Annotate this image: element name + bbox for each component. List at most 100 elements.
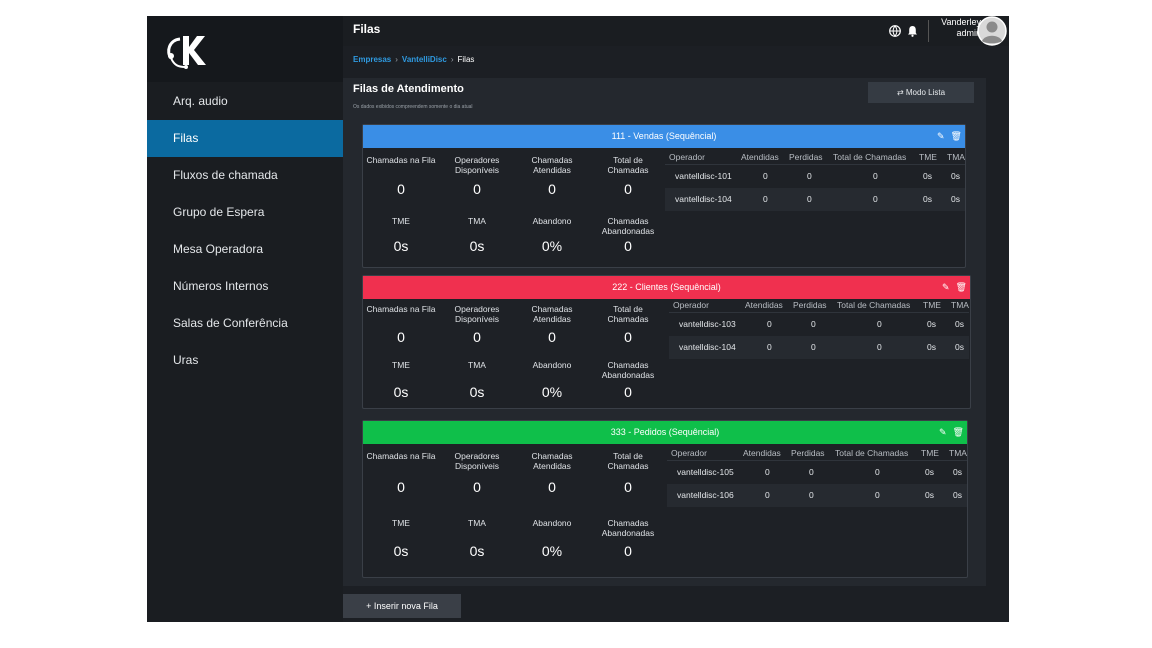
stat-value-answered: 0 xyxy=(548,329,556,345)
cell-total: 0 xyxy=(877,342,882,352)
cell-tma: 0s xyxy=(955,319,964,329)
cell-name: vantelldisc-104 xyxy=(675,194,732,204)
sidebar-item-fluxos[interactable]: Fluxos de chamada xyxy=(173,168,278,182)
cell-tma: 0s xyxy=(955,342,964,352)
table-row[interactable]: vantelldisc-103 0 0 0 0s 0s xyxy=(669,313,969,336)
cell-name: vantelldisc-105 xyxy=(677,467,734,477)
edit-icon[interactable]: ✎ xyxy=(937,131,945,141)
cell-perdidas: 0 xyxy=(809,490,814,500)
stat-value-tme: 0s xyxy=(393,543,409,559)
table-row[interactable]: vantelldisc-104 0 0 0 0s 0s xyxy=(665,188,965,211)
column-header: TMA xyxy=(951,300,969,310)
table-row[interactable]: vantelldisc-101 0 0 0 0s 0s xyxy=(665,165,965,188)
column-header: TMA xyxy=(949,448,967,458)
queue-actions: ✎ 🗑 xyxy=(936,276,967,299)
edit-icon[interactable]: ✎ xyxy=(942,282,950,292)
queue-title: 111 - Vendas (Sequêncial) xyxy=(611,131,717,141)
stat-value-total: 0 xyxy=(624,329,632,345)
cell-total: 0 xyxy=(873,194,878,204)
stat-value-tme: 0s xyxy=(393,384,409,400)
operator-table: Operador Atendidas Perdidas Total de Chamad… xyxy=(669,298,969,359)
stat-waiting: Chamadas na Fila xyxy=(366,155,436,165)
column-header: Perdidas xyxy=(791,448,825,458)
cell-tma: 0s xyxy=(953,467,962,477)
sidebar-item-arq-audio[interactable]: Arq. audio xyxy=(173,94,228,108)
insert-queue-button[interactable]: + Inserir nova Fila xyxy=(343,594,461,618)
stat-label: Chamadas Abandonadas xyxy=(601,216,655,236)
stat-abandoned: Chamadas Abandonadas xyxy=(593,216,663,236)
breadcrumb-company[interactable]: VantelliDisc xyxy=(401,55,447,64)
logo xyxy=(147,16,343,82)
bell-icon[interactable] xyxy=(907,25,918,37)
column-header: Operador xyxy=(673,300,709,310)
stat-value-waiting: 0 xyxy=(397,479,405,495)
operator-table: Operador Atendidas Perdidas Total de Chamad… xyxy=(665,150,965,211)
operator-table: Operador Atendidas Perdidas Total de Chamad… xyxy=(667,446,967,507)
cell-perdidas: 0 xyxy=(809,467,814,477)
stat-tma: TMA xyxy=(442,518,512,528)
stat-value-answered: 0 xyxy=(548,181,556,197)
column-header: Atendidas xyxy=(741,152,779,162)
stat-abandon: Abandono xyxy=(517,216,587,226)
trash-icon[interactable]: 🗑 xyxy=(950,131,962,141)
stat-value-available: 0 xyxy=(473,479,481,495)
breadcrumb: Empresas › VantelliDisc › Filas xyxy=(353,55,474,64)
cell-tme: 0s xyxy=(927,319,936,329)
edit-icon[interactable]: ✎ xyxy=(939,427,947,437)
sidebar-item-uras[interactable]: Uras xyxy=(173,353,199,367)
stat-value-abandoned: 0 xyxy=(624,238,632,254)
sidebar-item-filas[interactable]: Filas xyxy=(147,120,343,157)
sidebar-item-salas-conferencia[interactable]: Salas de Conferência xyxy=(173,316,288,330)
stat-label: Operadores Disponíveis xyxy=(454,304,500,324)
cell-tme: 0s xyxy=(923,194,932,204)
avatar[interactable] xyxy=(977,16,1007,46)
stat-label: Chamadas Atendidas xyxy=(531,155,573,175)
stat-abandon: Abandono xyxy=(517,360,587,370)
stat-tme: TME xyxy=(366,216,436,226)
queue-header: 222 - Clientes (Sequêncial) xyxy=(363,276,970,299)
queue-header: 333 - Pedidos (Sequêncial) xyxy=(363,421,967,444)
column-header: TME xyxy=(919,152,937,162)
table-header: Operador Atendidas Perdidas Total de Chamad… xyxy=(667,446,967,461)
stat-total: Total de Chamadas xyxy=(593,304,663,324)
stat-tme: TME xyxy=(366,518,436,528)
stat-tma: TMA xyxy=(442,360,512,370)
stat-label: TMA xyxy=(468,518,486,528)
column-header: Perdidas xyxy=(793,300,827,310)
column-header: Total de Chamadas xyxy=(835,448,909,458)
stat-label: Abandono xyxy=(532,518,572,528)
queue-actions: ✎ 🗑 xyxy=(931,125,962,148)
stat-label: Chamadas Abandonadas xyxy=(601,518,655,538)
column-header: TME xyxy=(923,300,941,310)
breadcrumb-empresas[interactable]: Empresas xyxy=(353,55,392,64)
stat-answered: Chamadas Atendidas xyxy=(517,155,587,175)
user-name: Vanderley xyxy=(941,17,981,27)
trash-icon[interactable]: 🗑 xyxy=(952,427,964,437)
divider xyxy=(928,20,929,42)
stat-label: TMA xyxy=(468,216,486,226)
top-bar: Filas Vanderley admin xyxy=(343,16,1009,46)
table-row[interactable]: vantelldisc-106 0 0 0 0s 0s xyxy=(667,484,967,507)
column-header: TME xyxy=(921,448,939,458)
user-info[interactable]: Vanderley admin xyxy=(931,17,981,39)
cell-tme: 0s xyxy=(923,171,932,181)
stat-value-abandoned: 0 xyxy=(624,543,632,559)
modo-lista-button[interactable]: ⇄ Modo Lista xyxy=(868,82,974,103)
sidebar-item-mesa-operadora[interactable]: Mesa Operadora xyxy=(173,242,264,256)
sidebar-item-numeros-internos[interactable]: Números Internos xyxy=(173,279,269,293)
stat-value-available: 0 xyxy=(473,181,481,197)
globe-icon[interactable] xyxy=(889,25,901,37)
table-row[interactable]: vantelldisc-104 0 0 0 0s 0s xyxy=(669,336,969,359)
table-row[interactable]: vantelldisc-105 0 0 0 0s 0s xyxy=(667,461,967,484)
stat-label: Operadores Disponíveis xyxy=(454,451,500,471)
sidebar-item-grupo-espera[interactable]: Grupo de Espera xyxy=(173,205,265,219)
cell-atendidas: 0 xyxy=(767,319,772,329)
trash-icon[interactable]: 🗑 xyxy=(955,282,967,292)
stat-value-total: 0 xyxy=(624,181,632,197)
cell-total: 0 xyxy=(875,467,880,477)
queue-card: 222 - Clientes (Sequêncial) ✎ 🗑 Chamadas na… xyxy=(362,275,971,409)
stat-answered: Chamadas Atendidas xyxy=(517,304,587,324)
user-role: admin xyxy=(956,28,981,38)
stat-label: TMA xyxy=(468,360,486,370)
sidebar: Arq. audio Filas Fluxos de chamada Grupo… xyxy=(147,16,343,622)
